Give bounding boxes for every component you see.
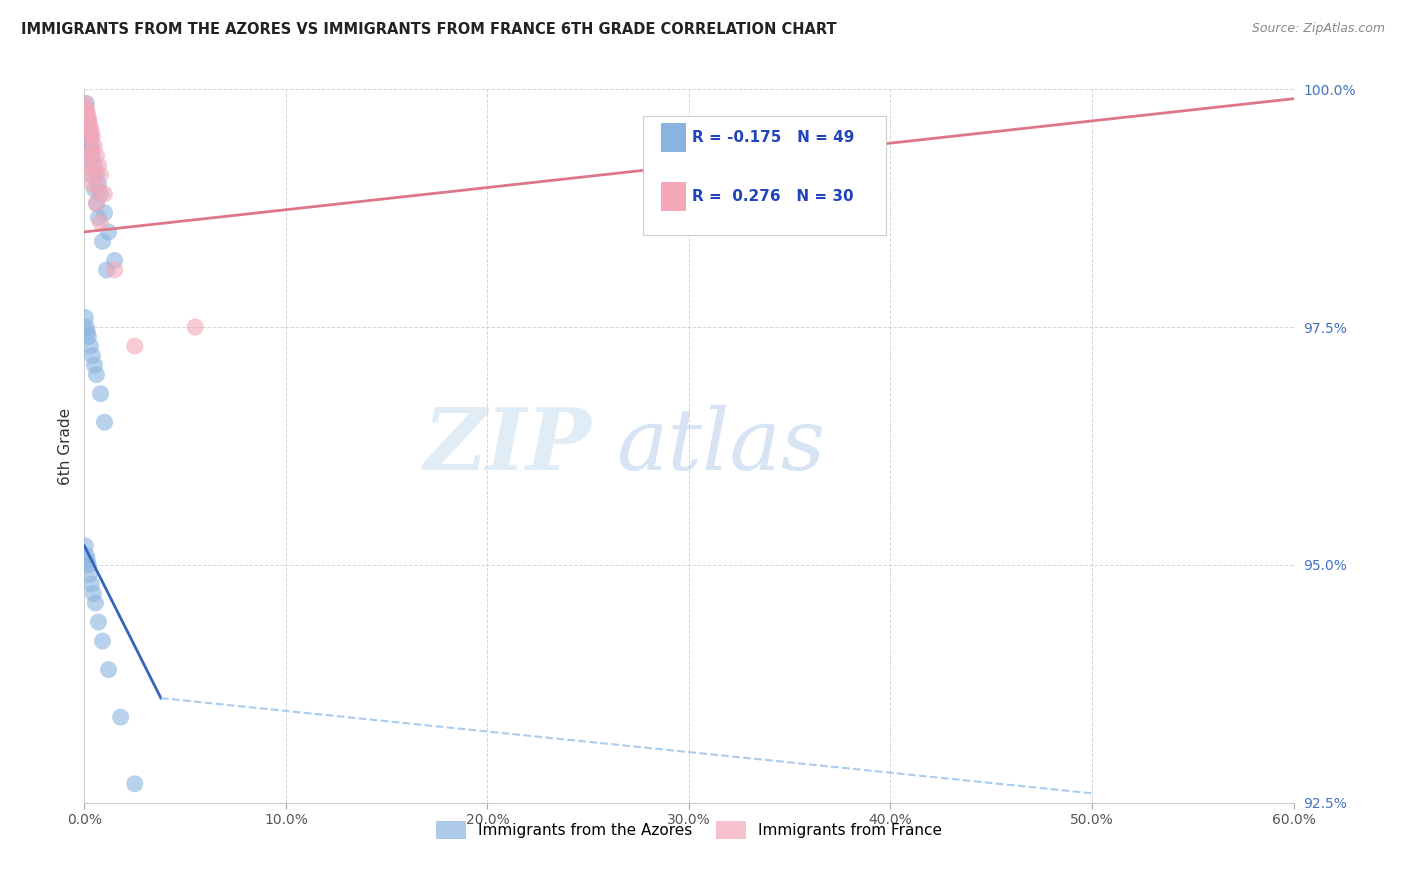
Point xyxy=(104,253,127,268)
Point xyxy=(76,115,98,129)
Point xyxy=(80,144,103,158)
Point xyxy=(93,186,115,201)
Point xyxy=(86,149,108,163)
Text: R =  0.276   N = 30: R = 0.276 N = 30 xyxy=(692,189,853,204)
Point xyxy=(83,139,105,153)
Point xyxy=(79,339,101,353)
Point xyxy=(77,558,100,572)
Point xyxy=(82,178,104,192)
Point xyxy=(184,320,207,334)
Point xyxy=(75,101,97,115)
Point xyxy=(86,168,108,182)
Point xyxy=(80,125,103,139)
Point xyxy=(110,710,132,724)
Point xyxy=(77,120,100,135)
Point xyxy=(87,158,110,172)
Point xyxy=(75,320,97,334)
Point xyxy=(82,168,104,182)
Point xyxy=(91,235,114,249)
Point xyxy=(83,158,105,172)
Point xyxy=(77,135,100,149)
Point xyxy=(124,339,146,353)
Point xyxy=(75,149,97,163)
Point xyxy=(87,182,110,196)
Point xyxy=(82,586,104,600)
Point xyxy=(79,144,101,158)
Point xyxy=(82,349,104,363)
Point xyxy=(75,115,97,129)
Point xyxy=(76,125,98,139)
Point xyxy=(75,106,97,120)
Point xyxy=(79,129,101,144)
Point xyxy=(80,577,103,591)
Point xyxy=(91,634,114,648)
Point xyxy=(83,163,105,178)
Point xyxy=(76,553,98,567)
Point xyxy=(77,111,100,125)
Point xyxy=(96,263,118,277)
Text: R = -0.175   N = 49: R = -0.175 N = 49 xyxy=(692,129,855,145)
Point xyxy=(79,125,101,139)
Point xyxy=(75,111,97,125)
Point xyxy=(89,386,111,401)
Point xyxy=(89,215,111,229)
Point xyxy=(87,615,110,629)
Point xyxy=(79,129,101,144)
Point xyxy=(97,663,120,677)
Point xyxy=(86,196,108,211)
Point xyxy=(77,329,100,343)
Y-axis label: 6th Grade: 6th Grade xyxy=(58,408,73,484)
Point xyxy=(86,368,108,382)
Point xyxy=(80,139,103,153)
Point xyxy=(89,168,111,182)
Point xyxy=(75,96,97,111)
Legend: Immigrants from the Azores, Immigrants from France: Immigrants from the Azores, Immigrants f… xyxy=(429,815,949,845)
Point xyxy=(77,120,100,135)
Point xyxy=(79,153,101,168)
Point xyxy=(87,211,110,225)
Point xyxy=(89,186,111,201)
Text: ZIP: ZIP xyxy=(425,404,592,488)
Point xyxy=(75,549,97,563)
Point xyxy=(97,225,120,239)
Point xyxy=(76,106,98,120)
Point xyxy=(93,206,115,220)
Point xyxy=(84,596,107,610)
Point xyxy=(82,149,104,163)
Point xyxy=(77,158,100,172)
Text: Source: ZipAtlas.com: Source: ZipAtlas.com xyxy=(1251,22,1385,36)
Point xyxy=(76,325,98,339)
Point xyxy=(86,196,108,211)
Point xyxy=(83,182,105,196)
Point xyxy=(79,567,101,582)
Point xyxy=(75,539,97,553)
Point xyxy=(79,115,101,129)
Point xyxy=(79,168,101,182)
Point xyxy=(83,358,105,372)
Text: atlas: atlas xyxy=(616,405,825,487)
Point xyxy=(104,263,127,277)
Point xyxy=(76,111,98,125)
Point xyxy=(82,129,104,144)
Point xyxy=(87,178,110,192)
Point xyxy=(75,96,97,111)
Point xyxy=(75,101,97,115)
Point xyxy=(75,310,97,325)
Point xyxy=(124,777,146,791)
Text: IMMIGRANTS FROM THE AZORES VS IMMIGRANTS FROM FRANCE 6TH GRADE CORRELATION CHART: IMMIGRANTS FROM THE AZORES VS IMMIGRANTS… xyxy=(21,22,837,37)
Point xyxy=(79,120,101,135)
Point xyxy=(93,415,115,429)
